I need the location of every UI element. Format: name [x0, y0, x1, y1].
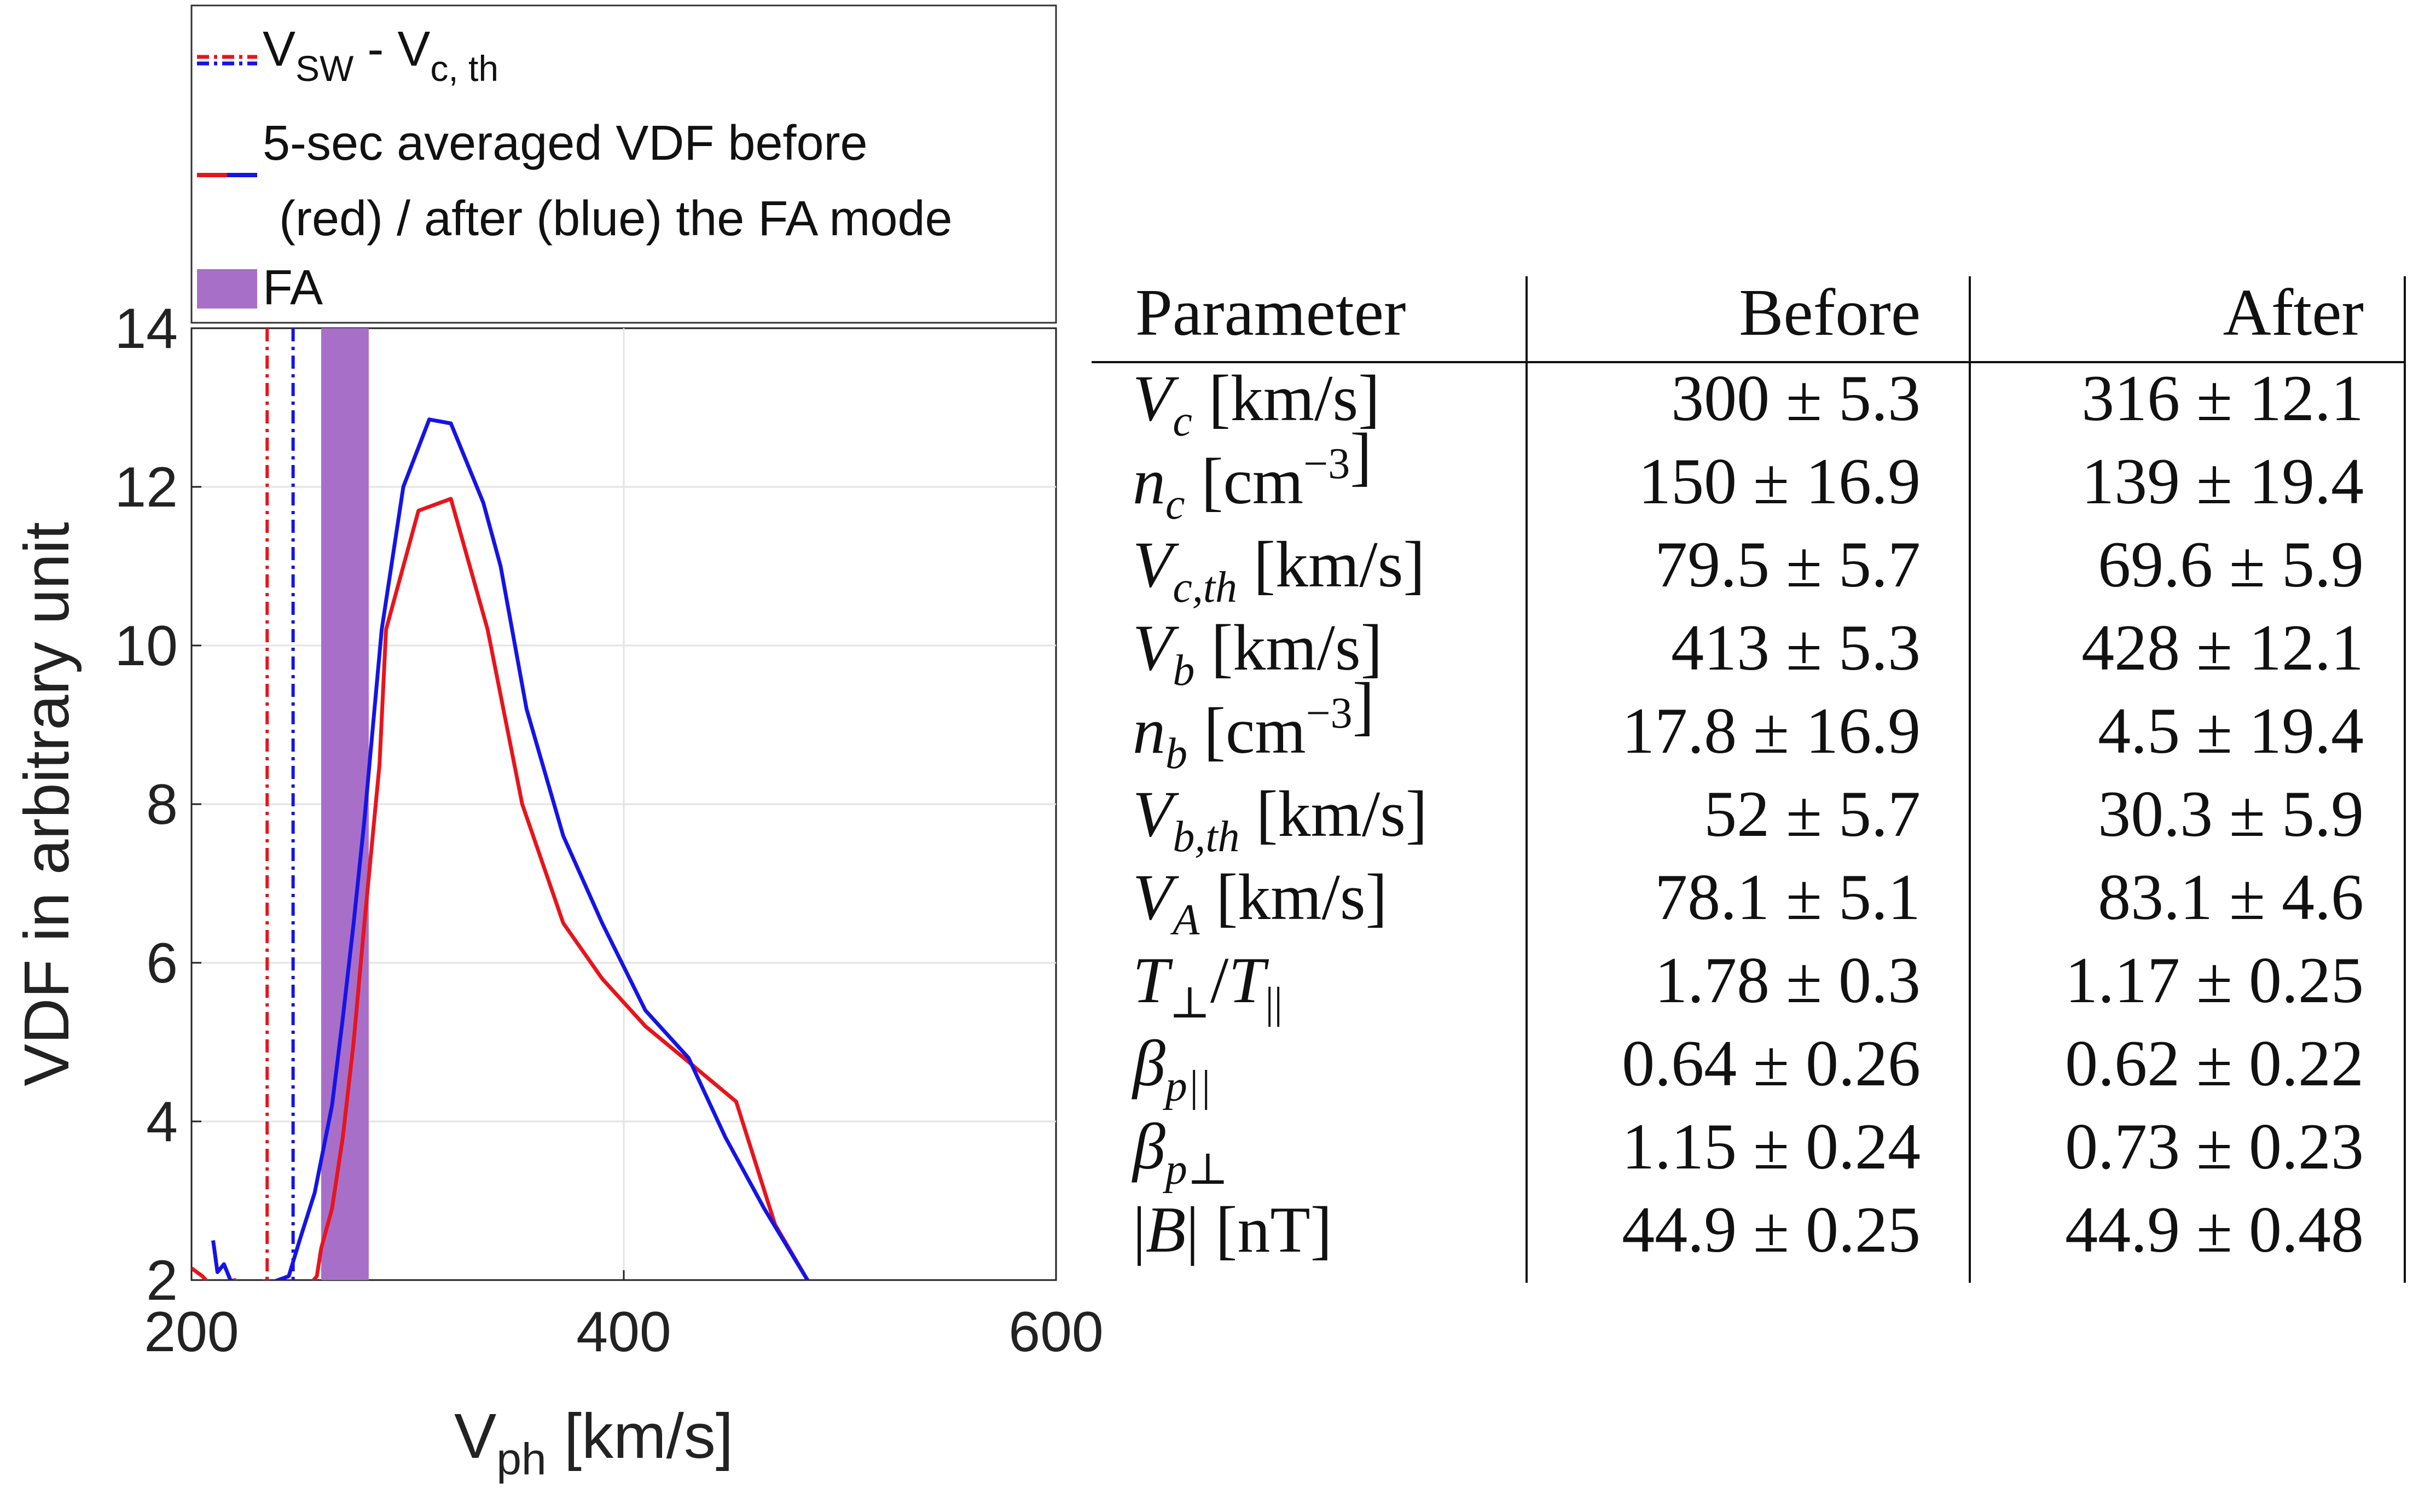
x-tick-label: 600	[1008, 1300, 1104, 1364]
table-cell-before: 78.1 ± 5.1	[1655, 860, 1921, 933]
table-cell-before: 300 ± 5.3	[1671, 362, 1921, 434]
tick-labels: 200 400 600 2 4 6 8 10 12 14	[114, 297, 1103, 1364]
table-cell-parameter: Vb,th​ [km/s]	[1133, 777, 1428, 861]
table-cell-parameter: T⊥​/T||​	[1133, 944, 1283, 1027]
table-cell-parameter: Vc​ [km/s]	[1133, 362, 1380, 445]
table-cell-after: 428 ± 12.1	[2081, 611, 2364, 684]
table-cell-before: 52 ± 5.7	[1704, 777, 1921, 850]
table-cell-parameter: nc​ [cm−3]	[1133, 420, 1372, 528]
y-tick-label: 4	[146, 1090, 178, 1154]
y-tick-label: 8	[146, 773, 178, 836]
table-cell-after: 1.17 ± 0.25	[2065, 944, 2364, 1016]
table-cell-after: 0.62 ± 0.22	[2065, 1027, 2364, 1100]
y-tick-label: 14	[114, 297, 178, 360]
table-cell-before: 1.78 ± 0.3	[1655, 944, 1921, 1016]
table-cell-before: 150 ± 16.9	[1638, 445, 1921, 517]
table-cell-after: 30.3 ± 5.9	[2098, 777, 2364, 850]
table-cell-after: 4.5 ± 19.4	[2098, 694, 2364, 767]
table-cell-after: 0.73 ± 0.23	[2065, 1110, 2364, 1183]
fa-band	[321, 328, 369, 1280]
table-cell-parameter: βp||​	[1132, 1027, 1211, 1110]
y-tick-label: 6	[146, 932, 178, 995]
table-cell-parameter: nb​ [cm−3]	[1133, 669, 1374, 778]
table-row: Vc,th​ [km/s] 79.5 ± 5.7 69.6 ± 5.9	[1133, 528, 2364, 612]
table-row: Vb​ [km/s] 413 ± 5.3 428 ± 12.1	[1133, 611, 2364, 695]
legend-entry-vdf-line2: (red) / after (blue) the FA mode	[279, 191, 953, 246]
table-cell-parameter: |B| [nT]	[1133, 1193, 1332, 1266]
table-header-after: After	[2223, 276, 2364, 350]
y-tick-label: 12	[114, 456, 178, 519]
table-header-parameter: Parameter	[1135, 276, 1406, 350]
legend-box	[190, 4, 1057, 324]
table-cell-after: 44.9 ± 0.48	[2065, 1193, 2364, 1266]
table-cell-before: 44.9 ± 0.25	[1622, 1193, 1921, 1266]
table-row: nc​ [cm−3] 150 ± 16.9 139 ± 19.4	[1133, 420, 2364, 528]
series-line-before	[192, 497, 809, 1280]
table-cell-parameter: βp⊥​	[1132, 1110, 1228, 1194]
table-cell-before: 79.5 ± 5.7	[1655, 528, 1921, 601]
table-row: VA​ [km/s] 78.1 ± 5.1 83.1 ± 4.6	[1133, 860, 2364, 944]
y-tick-label: 2	[146, 1249, 178, 1312]
y-tick-label: 10	[114, 614, 178, 678]
table-cell-after: 69.6 ± 5.9	[2098, 528, 2364, 601]
table-row: Vc​ [km/s] 300 ± 5.3 316 ± 12.1	[1133, 362, 2364, 445]
table-cell-before: 413 ± 5.3	[1671, 611, 1921, 684]
table-row: |B| [nT] 44.9 ± 0.25 44.9 ± 0.48	[1133, 1193, 2364, 1266]
table-cell-parameter: Vb​ [km/s]	[1133, 611, 1383, 695]
legend-entry-vsw: VSW - Vc, th	[263, 22, 498, 89]
table-cell-after: 83.1 ± 4.6	[2098, 860, 2364, 933]
table-row: nb​ [cm−3] 17.8 ± 16.9 4.5 ± 19.4	[1133, 669, 2364, 778]
legend: VSW - Vc, th 5-sec averaged VDF before (…	[190, 4, 1057, 324]
table-cell-parameter: VA​ [km/s]	[1133, 860, 1388, 944]
table-row: βp||​ 0.64 ± 0.26 0.62 ± 0.22	[1132, 1027, 2364, 1110]
table-cell-before: 1.15 ± 0.24	[1622, 1110, 1921, 1183]
table-row: βp⊥​ 1.15 ± 0.24 0.73 ± 0.23	[1132, 1110, 2364, 1194]
legend-entry-vdf-line1: 5-sec averaged VDF before	[263, 116, 868, 171]
table-cell-before: 17.8 ± 16.9	[1622, 694, 1921, 767]
x-axis-label: Vph [km/s]	[454, 1400, 733, 1484]
y-axis-label: VDF in arbitrary unit	[11, 522, 82, 1086]
table-row: Vb,th​ [km/s] 52 ± 5.7 30.3 ± 5.9	[1133, 777, 2364, 861]
table-cell-parameter: Vc,th​ [km/s]	[1133, 528, 1425, 612]
table-rows: Vc​ [km/s] 300 ± 5.3 316 ± 12.1 nc​ [cm−3] 1…	[1132, 362, 2364, 1266]
series-line-after	[211, 417, 809, 1280]
table-cell-before: 0.64 ± 0.26	[1622, 1027, 1921, 1100]
table-cell-after: 139 ± 19.4	[2081, 445, 2364, 517]
vline-layer	[265, 328, 295, 1280]
parameter-table: Parameter Before After Vc​ [km/s] 300 ± 5…	[1092, 276, 2406, 1283]
table-header-before: Before	[1739, 276, 1921, 350]
table-cell-after: 316 ± 12.1	[2081, 362, 2364, 434]
series-layer	[192, 417, 809, 1280]
legend-fa-swatch	[197, 269, 257, 309]
x-tick-label: 200	[144, 1300, 239, 1364]
plot-area: 200 400 600 2 4 6 8 10 12 14	[114, 297, 1103, 1364]
x-tick-label: 400	[576, 1300, 671, 1364]
fa-band-layer	[321, 328, 369, 1280]
legend-entry-fa: FA	[263, 260, 323, 315]
table-row: T⊥​/T||​ 1.78 ± 0.3 1.17 ± 0.25	[1133, 944, 2364, 1027]
